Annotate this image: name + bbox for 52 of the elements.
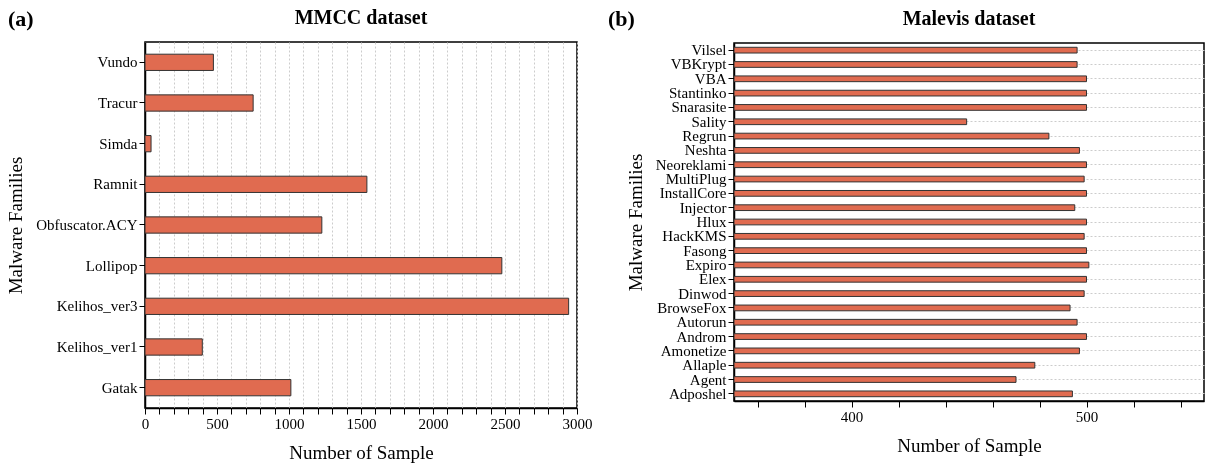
x-tick-label: 1000 (274, 415, 305, 432)
bar (145, 338, 203, 356)
bar (145, 216, 323, 234)
x-tick-label: 2000 (418, 415, 449, 432)
x-tick-label: 1500 (346, 415, 377, 432)
bar (145, 53, 214, 71)
bar (145, 379, 292, 397)
x-tick-label: 2500 (490, 415, 521, 432)
x-tick-label: 3000 (562, 415, 593, 432)
y-tick-label: Sality (691, 113, 727, 130)
chart-title: Malevis dataset (902, 6, 1036, 29)
y-tick-label: HackKMS (662, 228, 727, 245)
y-tick-label: Gatak (101, 379, 138, 396)
y-tick-label: Dinwod (678, 285, 727, 302)
x-axis-title: Number of Sample (289, 441, 434, 463)
y-tick-label: Vilsel (691, 42, 727, 59)
y-tick-label: Obfuscator.ACY (36, 217, 138, 233)
chart-title: MMCC dataset (294, 6, 428, 28)
y-tick-label: Simda (99, 135, 138, 152)
y-tick-label: MultiPlug (665, 171, 727, 188)
y-axis-title: Malware Families (5, 156, 27, 295)
y-tick-label: Ramnit (93, 176, 139, 193)
y-tick-label: VBKrypt (670, 56, 728, 73)
y-tick-label: Allaple (682, 357, 727, 374)
bar (145, 257, 503, 275)
x-axis-title: Number of Sample (897, 434, 1042, 456)
y-tick-label: Amonetize (660, 342, 727, 359)
text: (b) (608, 6, 635, 32)
bar (145, 135, 152, 153)
x-tick-label: 400 (840, 408, 864, 425)
y-tick-label: Stantinko (668, 85, 727, 102)
y-tick-label: Fasong (683, 242, 727, 259)
y-tick-label: Lollipop (85, 257, 138, 274)
y-tick-label: Kelihos_ver1 (56, 339, 138, 355)
x-tick-label: 500 (206, 415, 229, 432)
y-tick-label: Tracur (98, 95, 138, 111)
y-tick-label: Vundo (97, 54, 138, 71)
y-axis-title: Malware Families (624, 153, 646, 292)
bar (145, 94, 254, 112)
x-tick-label: 500 (1075, 408, 1099, 425)
y-tick-label: Neoreklami (655, 156, 727, 173)
y-tick-label: Hlux (696, 214, 727, 230)
text: (a) (8, 6, 34, 32)
bar (145, 175, 368, 193)
y-tick-label: Kelihos_ver3 (56, 298, 138, 315)
y-tick-label: Androm (676, 328, 727, 345)
y-tick-label: Autorun (676, 314, 727, 331)
x-tick-label: 0 (141, 415, 150, 432)
y-tick-label: Injector (679, 199, 727, 216)
bar (145, 297, 570, 315)
y-tick-label: BrowseFox (657, 299, 727, 316)
y-tick-label: Snarasite (671, 99, 727, 116)
